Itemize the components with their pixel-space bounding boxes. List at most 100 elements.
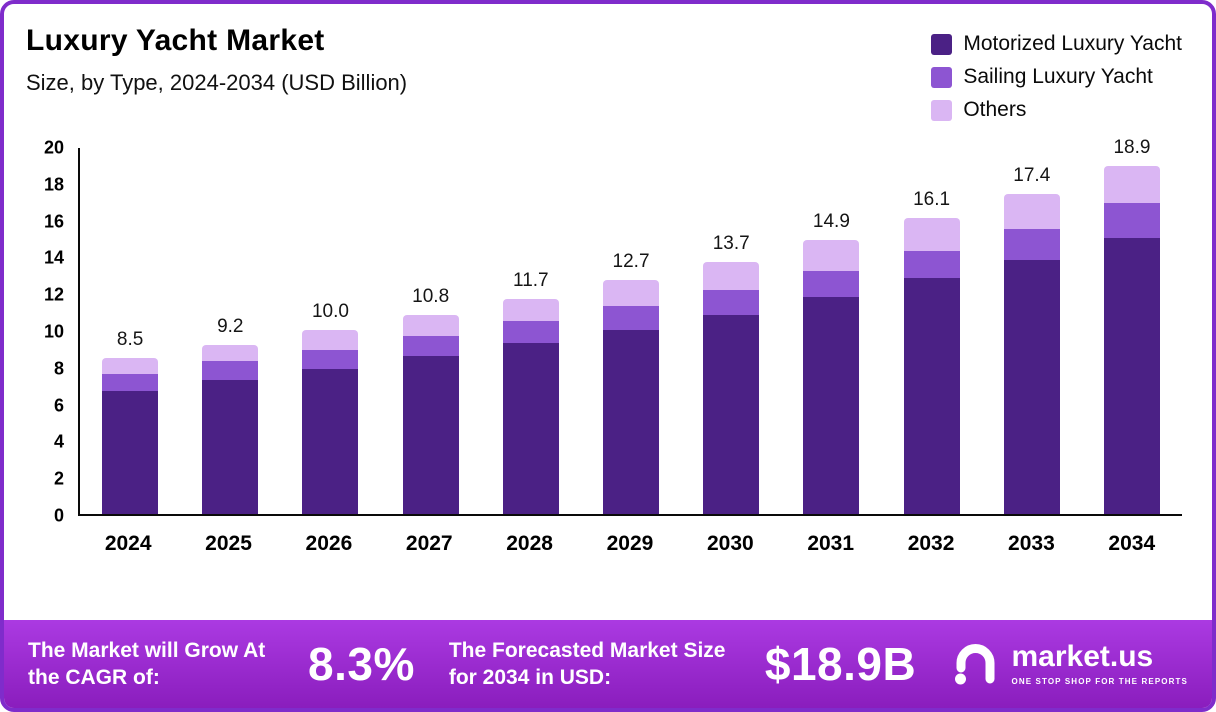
bar-total-label: 18.9 [1113,137,1151,159]
stacked-bar [102,357,159,514]
y-axis: 0 2 4 6 8 10 12 14 16 18 20 [18,138,78,526]
chart-legend: Motorized Luxury Yacht Sailing Luxury Yac… [931,32,1182,122]
bar-segment-sailing-luxury-yacht [502,320,559,343]
bar-segment-sailing-luxury-yacht [102,374,159,391]
y-tick-label: 18 [43,174,64,195]
bar-segment-motorized-luxury-yacht [1103,238,1160,514]
bar-segment-motorized-luxury-yacht [202,379,259,514]
legend-swatch-icon [931,66,953,88]
stacked-bar [603,280,660,514]
x-axis-labels: 2024 2025 2026 2027 2028 2029 2030 2031 2032 2033… [78,532,1182,556]
bar-segment-others [502,298,559,321]
bar-slot: 8.5 [80,148,180,514]
bar-segment-others [803,239,860,272]
x-tick-label: 2027 [405,532,453,555]
legend-item: Sailing Luxury Yacht [931,65,1182,89]
bar-total-label: 8.5 [116,328,144,350]
bar-segment-sailing-luxury-yacht [1003,228,1060,261]
bar-segment-others [1103,166,1160,204]
bar-total-label: 17.4 [1013,164,1051,186]
bar-segment-sailing-luxury-yacht [1103,203,1160,238]
bar-segment-sailing-luxury-yacht [703,289,760,316]
brand-text: market.us One Stop Shop for the Reports [1011,640,1188,687]
y-tick-label: 6 [53,395,64,416]
x-tick-label: 2025 [205,532,252,555]
bar-segment-others [302,330,359,351]
bar-segment-sailing-luxury-yacht [402,335,459,356]
stacked-bar [502,298,559,514]
y-tick-label: 10 [43,321,64,342]
forecast-label: The Forecasted Market Size for 2034 in U… [448,638,726,689]
x-tick-label: 2029 [606,532,654,555]
footer-banner: The Market will Grow At the CAGR of: 8.3… [4,620,1212,708]
cagr-value: 8.3% [308,638,415,690]
legend-swatch-icon [931,33,953,55]
bar-segment-motorized-luxury-yacht [102,390,159,514]
bar-total-label: 10.0 [311,301,349,323]
legend-swatch-icon [931,99,953,121]
bar-segment-sailing-luxury-yacht [302,350,359,369]
plot-column: 8.5 9.2 10.0 10.8 11.7 12.7 13.7 14.9 16.1 17.4 18… [78,137,1182,556]
bar-total-label: 11.7 [513,269,549,291]
bar-segment-motorized-luxury-yacht [603,330,660,514]
bar-segment-sailing-luxury-yacht [803,271,860,297]
bar-segment-others [102,357,159,375]
bar-segment-others [402,315,459,336]
stacked-bar [302,330,359,514]
cagr-label: The Market will Grow At the CAGR of: [28,638,266,689]
bar-slot: 17.4 [982,148,1082,514]
bar-segment-others [903,217,960,251]
bar-slot: 9.2 [180,148,280,514]
bar-total-label: 10.8 [412,286,450,308]
marketus-logo-icon [951,640,999,688]
legend-label: Sailing Luxury Yacht [963,65,1153,88]
legend-item: Others [931,98,1182,122]
legend-label: Motorized Luxury Yacht [963,32,1182,55]
x-tick-label: 2032 [907,532,955,555]
legend-item: Motorized Luxury Yacht [931,32,1182,56]
y-tick-label: 8 [53,358,64,379]
bar-segment-motorized-luxury-yacht [903,278,960,514]
bar-slot: 10.0 [280,148,380,514]
y-tick-label: 4 [53,431,64,452]
x-tick-label: 2026 [305,532,353,555]
bar-segment-sailing-luxury-yacht [903,250,960,279]
chart-subtitle: Size, by Type, 2024-2034 (USD Billion) [26,70,408,95]
page-title: Luxury Yacht Market [26,24,325,57]
y-tick-label: 14 [43,247,64,268]
x-tick-label: 2031 [807,532,855,555]
bar-total-label: 14.9 [812,210,850,232]
bar-segment-motorized-luxury-yacht [703,315,760,514]
stacked-bar [803,239,860,514]
bar-segment-others [202,344,259,362]
stacked-bar [703,261,760,514]
bar-segment-others [603,280,660,307]
bar-segment-sailing-luxury-yacht [603,306,660,330]
y-tick-label: 2 [53,468,64,489]
forecast-value: $18.9B [764,638,917,690]
bar-slot: 14.9 [781,148,881,514]
x-tick-label: 2024 [104,532,152,555]
brand-lockup: market.us One Stop Shop for the Reports [951,640,1188,688]
x-tick-label: 2028 [506,532,553,555]
y-tick-label: 12 [43,284,64,305]
x-tick-label: 2030 [706,532,754,555]
brand-name: market.us [1011,640,1154,673]
bar-segment-others [703,261,760,290]
stacked-bar [1003,193,1060,514]
bar-total-label: 9.2 [217,315,244,337]
bar-segment-motorized-luxury-yacht [502,342,559,514]
stacked-bar [202,344,259,514]
bar-segment-motorized-luxury-yacht [302,368,359,514]
bar-segment-others [1003,193,1060,229]
stacked-bar [903,217,960,514]
bar-segment-motorized-luxury-yacht [803,296,860,514]
bar-slot: 12.7 [581,148,681,514]
chart-header: Luxury Yacht Market Size, by Type, 2024-… [4,4,1212,96]
bar-total-label: 13.7 [712,232,750,254]
plot-area: 8.5 9.2 10.0 10.8 11.7 12.7 13.7 14.9 16.1 17.4 18… [78,137,1182,516]
bar-slot: 16.1 [882,148,982,514]
x-tick-label: 2033 [1008,532,1055,555]
bar-segment-sailing-luxury-yacht [202,361,259,380]
